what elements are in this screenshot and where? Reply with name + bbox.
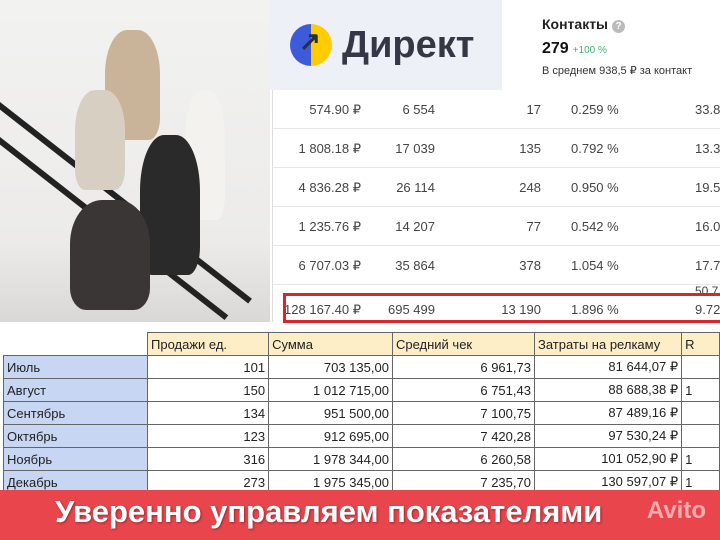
cost: 1 235.76 ₽: [298, 219, 362, 234]
impressions: 17 039: [395, 141, 435, 156]
question-icon[interactable]: ?: [612, 20, 626, 33]
contacts-widget: Контакты? 279 +100 % В среднем 938,5 ₽ за…: [502, 0, 720, 90]
person: [75, 90, 125, 190]
impressions: 6 554: [402, 102, 435, 117]
direct-logo-icon: [290, 24, 332, 66]
header-cell: Сумма: [268, 332, 393, 356]
header-row: Продажи ед. Сумма Средний чек Затраты на…: [3, 332, 720, 356]
clicks: 17: [526, 102, 541, 117]
header-cell: R: [681, 332, 720, 356]
direct-logo: Директ: [270, 0, 502, 90]
sum: 1 978 344,00: [268, 447, 393, 471]
clicks: 135: [519, 141, 541, 156]
sum: 703 135,00: [268, 355, 393, 379]
ctr: 0.950 %: [571, 180, 619, 195]
month: Июль: [3, 355, 148, 379]
total-impressions: 695 499: [388, 302, 435, 317]
ctr: 0.542 %: [571, 219, 619, 234]
avg-check: 6 260,58: [391, 447, 535, 471]
month: Август: [3, 378, 148, 402]
table-row: 1 808.18 ₽ 17 039 135 0.792 % 13.39: [273, 129, 720, 168]
total-ctr: 1.896 %: [571, 302, 619, 317]
table-row: Август 150 1 012 715,00 6 751,43 88 688,38 ₽…: [3, 378, 720, 402]
avg-check: 6 961,73: [391, 355, 535, 379]
cut-cell: [681, 401, 720, 425]
table-row: 6 707.03 ₽ 35 864 378 1.054 % 17.74: [273, 246, 720, 285]
contacts-title: Контакты: [542, 16, 609, 32]
ad-cost: 87 489,16 ₽: [533, 401, 683, 425]
units: 123: [146, 424, 270, 448]
direct-logo-text: Директ: [342, 23, 475, 66]
month: Ноябрь: [3, 447, 148, 471]
avg-check: 7 420,28: [391, 424, 535, 448]
avito-watermark: Avito: [646, 497, 706, 524]
highlight-box: [283, 293, 720, 323]
total-cpc: 9.72: [695, 302, 720, 317]
banner: Уверенно управляем показателями: [0, 490, 720, 540]
banner-text: Уверенно управляем показателями: [55, 494, 603, 529]
month: Октябрь: [3, 424, 148, 448]
units: 316: [146, 447, 270, 471]
ad-cost: 88 688,38 ₽: [533, 378, 683, 402]
impressions: 14 207: [395, 219, 435, 234]
ctr: 0.792 %: [571, 141, 619, 156]
table-row: Июль 101 703 135,00 6 961,73 81 644,07 ₽: [3, 355, 720, 379]
cpc: 33.81: [695, 102, 720, 117]
cost: 574.90 ₽: [309, 102, 361, 117]
clicks: 378: [519, 258, 541, 273]
cut-cell: [681, 424, 720, 448]
ad-cost: 97 530,24 ₽: [533, 424, 683, 448]
cpc: 16.04: [695, 219, 720, 234]
table-row: Сентябрь 134 951 500,00 7 100,75 87 489,16 ₽: [3, 401, 720, 425]
person: [70, 200, 150, 310]
person: [140, 135, 200, 275]
team-photo: [0, 0, 270, 322]
impressions: 35 864: [395, 258, 435, 273]
contacts-value: 279: [542, 40, 569, 57]
table-row: 4 836.28 ₽ 26 114 248 0.950 % 19.56: [273, 168, 720, 207]
header-cell: [3, 332, 148, 356]
units: 134: [146, 401, 270, 425]
sum: 951 500,00: [268, 401, 393, 425]
table-row: 1 235.76 ₽ 14 207 77 0.542 % 16.04: [273, 207, 720, 246]
header-cell: Средний чек: [391, 332, 535, 356]
table-row: Ноябрь 316 1 978 344,00 6 260,58 101 052,90 …: [3, 447, 720, 471]
cut-cell: 1: [681, 447, 720, 471]
header-cell: Затраты на релкаму: [533, 332, 683, 356]
total-clicks: 13 190: [501, 302, 541, 317]
impressions: 26 114: [396, 180, 435, 195]
table-row: Октябрь 123 912 695,00 7 420,28 97 530,24 ₽: [3, 424, 720, 448]
ctr: 0.259 %: [571, 102, 619, 117]
cut-cell: [681, 355, 720, 379]
cost: 1 808.18 ₽: [298, 141, 362, 156]
header-cell: Продажи ед.: [146, 332, 270, 356]
ad-cost: 101 052,90 ₽: [533, 447, 683, 471]
clicks: 77: [526, 219, 541, 234]
ctr: 1.054 %: [571, 258, 619, 273]
ad-cost: 81 644,07 ₽: [533, 355, 683, 379]
avg-check: 7 100,75: [391, 401, 535, 425]
cut-cell: 1: [681, 378, 720, 402]
avg-check: 6 751,43: [391, 378, 535, 402]
cpc: 13.39: [695, 141, 720, 156]
sum: 1 012 715,00: [268, 378, 393, 402]
total-cost: 128 167.40 ₽: [284, 302, 361, 317]
cpc: 19.56: [695, 180, 720, 195]
units: 101: [146, 355, 270, 379]
stats-table: 574.90 ₽ 6 554 17 0.259 % 33.81 1 808.18 ₽ 17…: [272, 90, 720, 322]
sales-table: Продажи ед. Сумма Средний чек Затраты на…: [0, 326, 720, 496]
contacts-change: +100 %: [572, 45, 607, 56]
cost: 6 707.03 ₽: [298, 258, 362, 273]
contacts-average: В среднем 938,5 ₽ за контакт: [542, 65, 693, 77]
cost: 4 836.28 ₽: [298, 180, 362, 195]
table-row: 574.90 ₽ 6 554 17 0.259 % 33.81: [273, 90, 720, 129]
cpc: 17.74: [695, 258, 720, 273]
units: 150: [146, 378, 270, 402]
month: Сентябрь: [3, 401, 148, 425]
sum: 912 695,00: [268, 424, 393, 448]
clicks: 248: [519, 180, 541, 195]
